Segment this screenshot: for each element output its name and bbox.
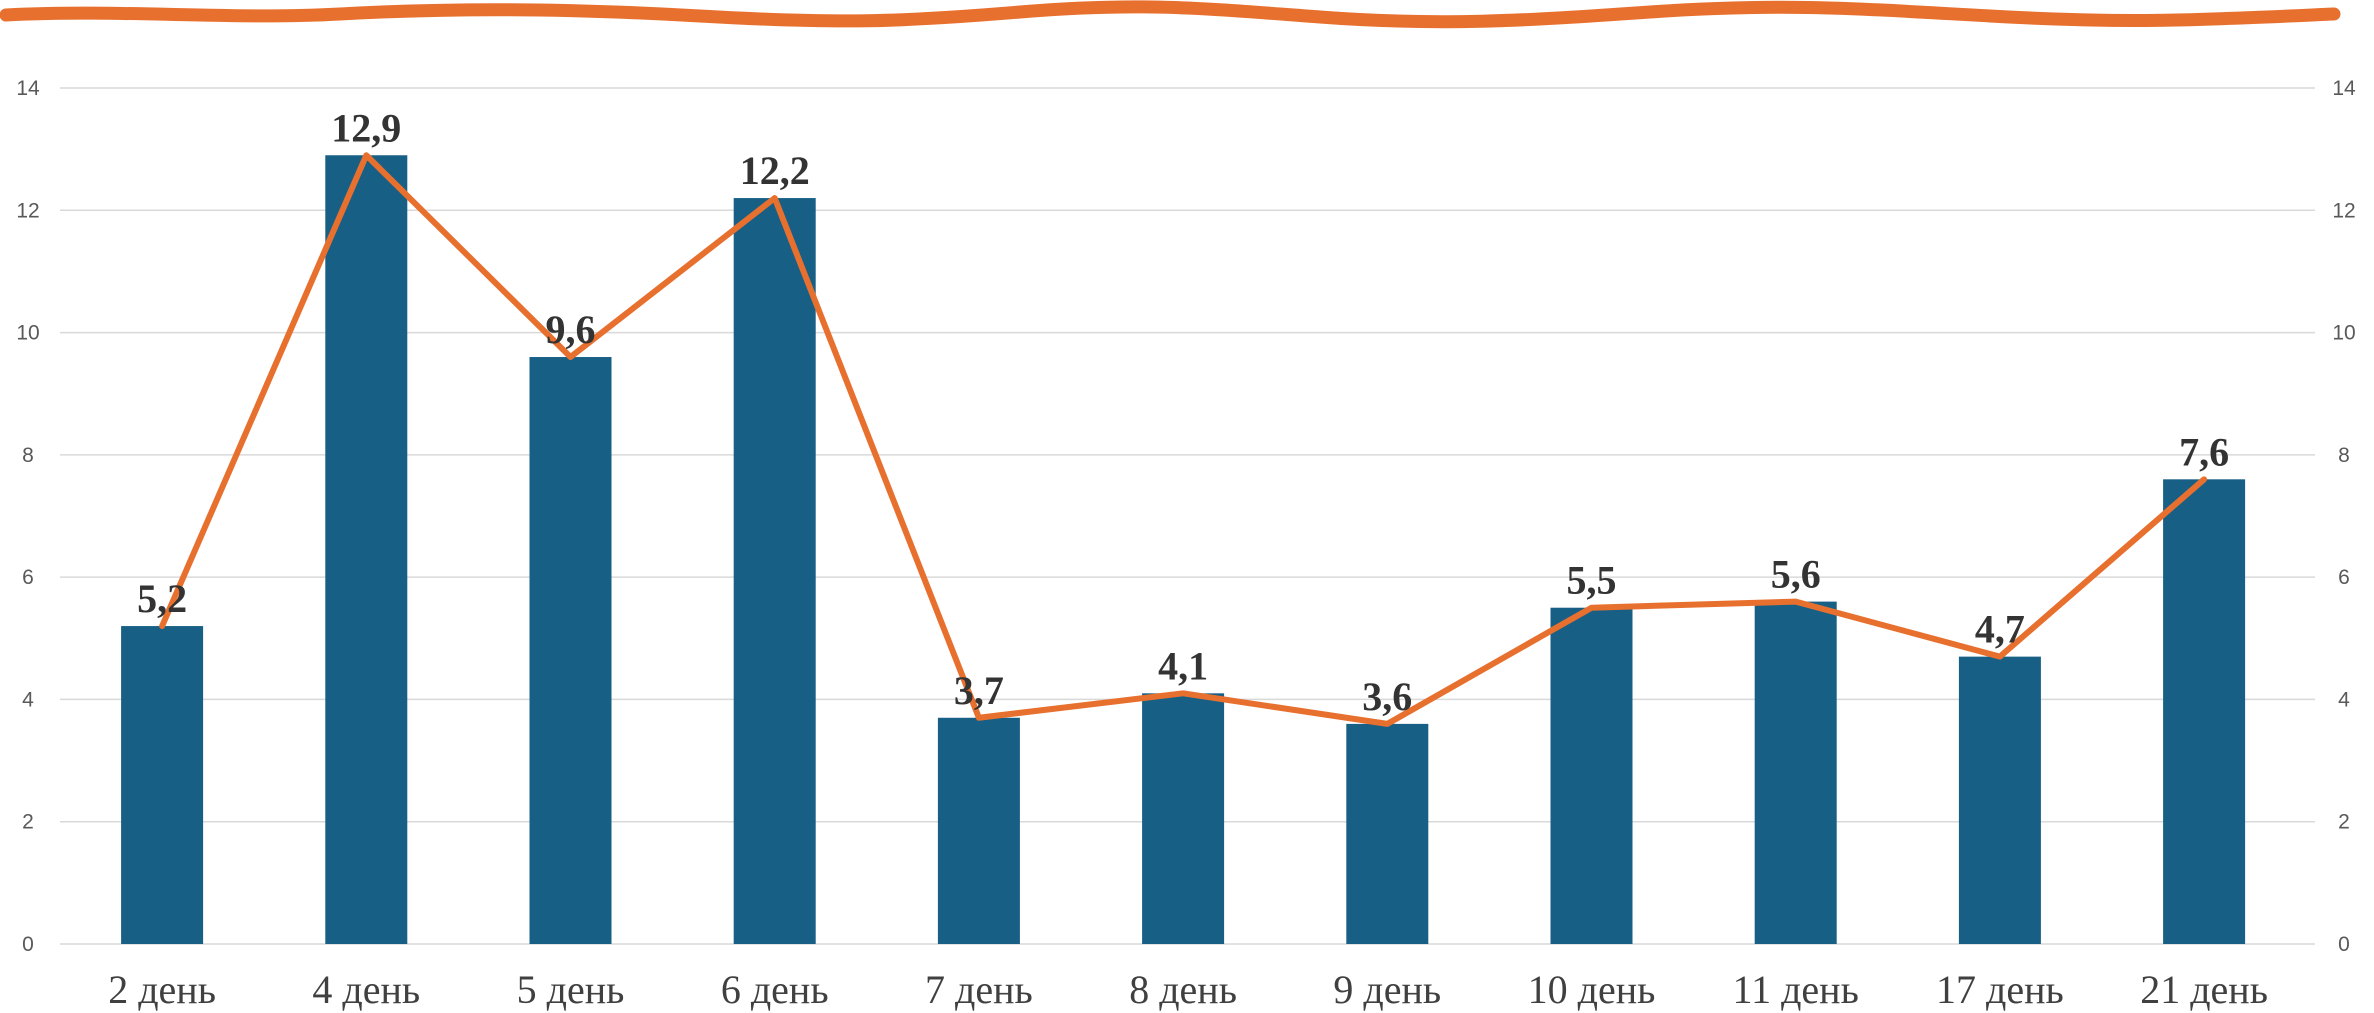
y2-tick-label: 6 xyxy=(2338,566,2350,589)
bar xyxy=(1142,693,1225,944)
y-tick-label: 6 xyxy=(22,566,34,589)
y-tick-label: 2 xyxy=(22,811,34,834)
line-path xyxy=(159,152,2208,727)
bar-series xyxy=(121,155,2246,945)
x-category-label: 21 день xyxy=(2140,967,2268,1012)
y-axis-left: 0 2 4 6 8 10 12 14 xyxy=(16,77,40,956)
data-label: 4,7 xyxy=(1975,607,2025,652)
y-axis-right: 0 2 4 6 8 10 12 14 xyxy=(2332,77,2356,956)
y2-tick-label: 12 xyxy=(2332,199,2355,222)
bar xyxy=(325,155,408,944)
y2-tick-label: 0 xyxy=(2338,933,2350,956)
data-label: 12,2 xyxy=(740,148,810,193)
data-label: 3,6 xyxy=(1362,674,1412,719)
y-tick-label: 12 xyxy=(16,199,39,222)
y2-tick-label: 8 xyxy=(2338,444,2350,467)
y-tick-label: 0 xyxy=(22,933,34,956)
y-tick-label: 4 xyxy=(22,688,34,711)
x-category-label: 4 день xyxy=(312,967,420,1012)
bar xyxy=(937,717,1020,944)
bar xyxy=(733,198,816,945)
x-category-label: 17 день xyxy=(1936,967,2064,1012)
bar xyxy=(121,626,204,944)
x-category-label: 9 день xyxy=(1333,967,1441,1012)
y-tick-label: 14 xyxy=(16,77,40,100)
data-label: 5,6 xyxy=(1771,552,1821,597)
x-category-label: 10 день xyxy=(1528,967,1656,1012)
x-axis-categories: 2 день 4 день 5 день 6 день 7 день 8 день 9 де… xyxy=(108,967,2268,1012)
x-category-label: 11 день xyxy=(1733,967,1859,1012)
x-category-label: 7 день xyxy=(925,967,1033,1012)
data-label: 3,7 xyxy=(954,668,1004,713)
data-label: 5,2 xyxy=(137,576,187,621)
bar xyxy=(2163,479,2246,944)
bar xyxy=(529,357,612,944)
data-label: 12,9 xyxy=(331,105,401,150)
y-tick-label: 10 xyxy=(16,322,39,345)
y2-tick-label: 10 xyxy=(2332,322,2355,345)
bar xyxy=(1550,607,1633,944)
y2-tick-label: 4 xyxy=(2338,688,2350,711)
x-category-label: 8 день xyxy=(1129,967,1237,1012)
x-category-label: 6 день xyxy=(721,967,829,1012)
bar xyxy=(1958,656,2041,944)
top-brush-stroke xyxy=(0,0,2341,29)
y2-tick-label: 2 xyxy=(2338,811,2350,834)
data-labels: 5,2 12,9 9,6 12,2 3,7 4,1 3,6 5,5 5,6 4,7 7,6 xyxy=(137,105,2229,719)
y-tick-label: 8 xyxy=(22,444,34,467)
line-series xyxy=(159,152,2208,727)
x-category-label: 5 день xyxy=(517,967,625,1012)
data-label: 9,6 xyxy=(546,307,596,352)
data-label: 7,6 xyxy=(2179,429,2229,474)
data-label: 4,1 xyxy=(1158,643,1208,688)
bar xyxy=(1346,723,1429,944)
y2-tick-label: 14 xyxy=(2332,77,2356,100)
data-label: 5,5 xyxy=(1567,558,1617,603)
x-category-label: 2 день xyxy=(108,967,216,1012)
bar xyxy=(1754,601,1837,944)
